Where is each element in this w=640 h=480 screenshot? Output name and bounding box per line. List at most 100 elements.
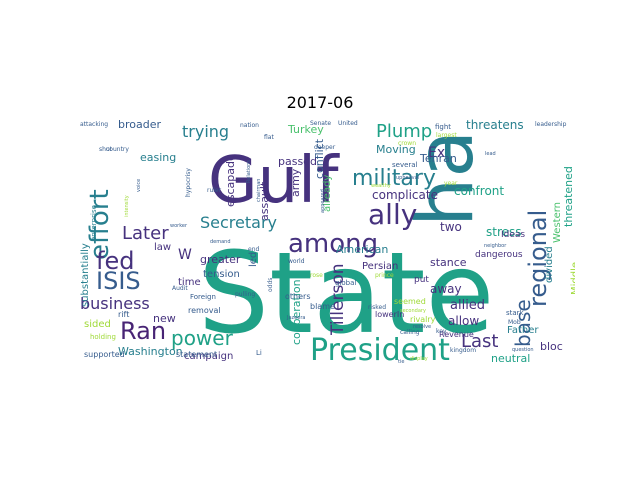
word-dozen: dozen: [80, 234, 82, 249]
word-allied: allied: [450, 298, 485, 313]
word-moving: Moving: [376, 143, 416, 156]
word-relations: Relations: [246, 160, 252, 183]
word-tillerson: Tillerson: [328, 263, 348, 336]
word-ruler: ruler: [207, 187, 222, 194]
word-nation: nation: [240, 122, 259, 129]
word-passed: passed: [278, 155, 317, 168]
word-appeared: appeared: [320, 189, 326, 213]
word-assault: assault: [258, 181, 271, 221]
word-tehran: Tehran: [419, 152, 457, 165]
word-sided: sided: [84, 319, 111, 330]
word-others: others: [285, 292, 310, 301]
word-led: led: [248, 252, 259, 267]
word-isis: ISIS: [96, 267, 141, 295]
word-state: State: [198, 229, 494, 359]
word-ha: ha: [401, 130, 491, 227]
word-statement: statement: [176, 350, 217, 359]
word-fed: fed: [96, 247, 134, 275]
word-removal: removal: [188, 306, 221, 315]
word-stark: stark: [506, 309, 525, 317]
word-threatens: threatens: [466, 118, 524, 132]
word-substantially: substantially: [80, 243, 91, 307]
word-upheaval: upheaval: [396, 175, 419, 181]
word-fight: fight: [435, 123, 451, 131]
word-pulling: pulling: [235, 291, 255, 298]
word-greater: greater: [200, 253, 241, 266]
word-father: Father: [507, 325, 539, 336]
word-among: among: [288, 229, 378, 259]
word-kingdom: kingdom: [450, 347, 476, 354]
word-question: question: [512, 347, 534, 353]
word-wealthy: wealthy: [371, 183, 391, 189]
word-ex: Ex: [428, 145, 445, 161]
word-president: President: [310, 333, 450, 365]
word-military: military: [352, 166, 436, 191]
word-lowerin: lowerIn: [375, 310, 404, 319]
word-allow: allow: [448, 314, 479, 328]
word-revenue: Revenue: [439, 330, 474, 339]
word-complicate: complicate: [372, 188, 438, 202]
word-put: put: [414, 275, 429, 285]
word-lead: lead: [485, 151, 496, 157]
word-end: end: [248, 246, 259, 253]
word-american: American: [336, 243, 388, 256]
word-two: two: [440, 220, 462, 234]
word-new: new: [153, 312, 176, 325]
word-escapade: escapade: [224, 154, 237, 207]
word-time: time: [178, 277, 201, 288]
word-law: law: [154, 242, 171, 253]
word-li: Li: [256, 349, 262, 357]
word-conflict: conflict: [313, 138, 326, 179]
word-united: United: [338, 120, 358, 127]
word-demand: demand: [210, 239, 231, 245]
word-secretary: Secretary: [200, 213, 277, 232]
word-world: world: [288, 258, 305, 265]
word-global: global: [335, 279, 356, 287]
word-washington: Washington: [118, 345, 183, 358]
word-cooperation: cooperation: [290, 279, 303, 345]
word-army: army: [289, 168, 302, 197]
word-rose: rose: [310, 272, 323, 279]
word-audit: Audit: [172, 285, 188, 292]
word-rivalry: rivalry: [410, 315, 436, 324]
word-tie: tie: [398, 359, 404, 365]
word-middle: Middle: [570, 262, 575, 295]
word-senate: Senate: [310, 120, 331, 127]
word-deeper: deeper: [314, 144, 336, 151]
word-crown: crown: [398, 140, 416, 147]
word-away: away: [430, 282, 462, 296]
word-cloud: State Gulf ha President among ally effort milit…: [80, 117, 575, 365]
word-western: Western: [552, 202, 563, 243]
word-persian: Persian: [362, 261, 398, 272]
word-worker: worker: [170, 223, 188, 229]
word-display: display: [410, 356, 428, 362]
word-business: business: [80, 294, 150, 313]
word-year: year: [444, 180, 458, 187]
word-already: already: [322, 175, 333, 212]
word-secondary: secondary: [400, 308, 426, 314]
word-shut: shut: [99, 146, 113, 153]
word-resolve: resolve: [413, 324, 431, 330]
word-base: base: [511, 299, 535, 347]
word-attacking: attacking: [80, 121, 108, 128]
word-several: several: [392, 161, 418, 169]
word-neighbor: neighbor: [484, 243, 507, 249]
word-foreign: Foreign: [190, 293, 216, 301]
word-ideas: Ideas: [501, 230, 525, 240]
word-flat: flat: [264, 134, 274, 141]
word-odds: odds: [267, 278, 274, 292]
word-intensity: intensity: [124, 195, 130, 217]
word-calling: calling: [400, 329, 420, 336]
word-campaign: campaign: [184, 351, 233, 362]
word-turkey: Turkey: [287, 123, 324, 136]
word-ran: Ran: [120, 317, 166, 345]
word-country: country: [106, 146, 129, 153]
word-hypocrisy: hypocrisy: [185, 168, 192, 197]
word-plump: Plump: [376, 121, 432, 142]
word-enterprise: enterprise: [90, 205, 98, 241]
word-bloc: bloc: [540, 340, 563, 353]
word-gulf: Gulf: [208, 144, 340, 218]
word-easing: easing: [140, 151, 176, 164]
word-holding: holding: [90, 333, 116, 341]
